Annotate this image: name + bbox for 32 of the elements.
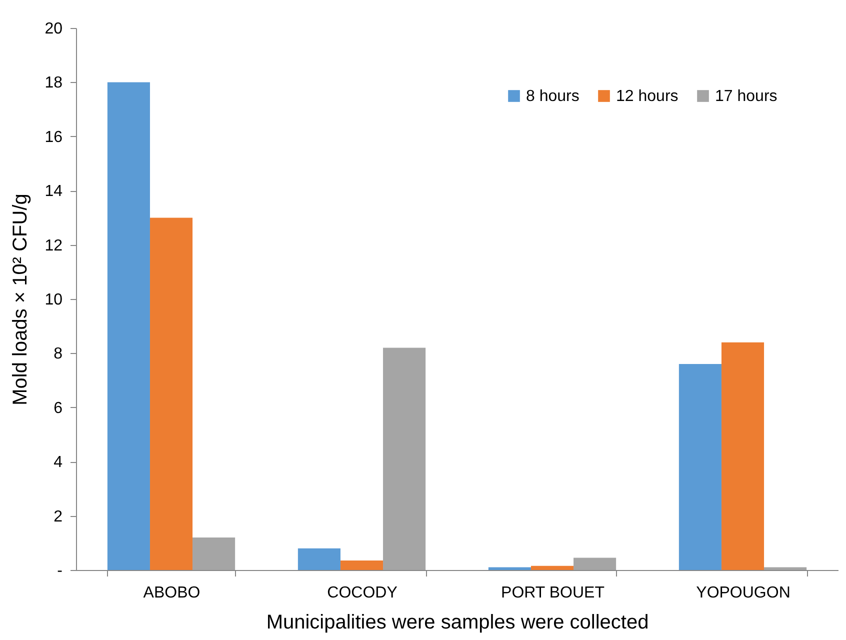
y-tick-label: 14 [44,183,63,200]
y-tick-label: 12 [44,237,63,254]
bar [530,566,574,570]
legend-label: 17 hours [715,88,778,105]
bar [488,567,531,570]
bar [192,537,236,570]
y-tick-label: 20 [44,20,63,38]
y-tick-label: 16 [44,128,63,146]
y-tick-label: 6 [54,400,63,417]
x-tick-label: ABOBO [143,584,200,602]
y-tick-label: 8 [54,346,63,363]
legend-label: 8 hours [526,88,580,105]
bar [107,82,150,570]
y-tick-label: 4 [54,454,63,472]
bar [298,548,340,570]
bar [383,348,426,570]
y-tick-label: 2 [54,508,63,526]
y-tick-label: 18 [44,74,63,92]
legend-label: 12 hours [616,88,678,105]
x-tick-label: YOPOUGON [696,584,790,602]
bar [150,218,193,570]
x-tick-label: COCODY [327,584,398,602]
bar [721,342,764,570]
y-tick-label: - [57,562,62,580]
bar [678,364,722,570]
y-axis-title: Mold loads × 10² CFU/g [10,194,32,406]
bar [574,558,616,570]
bar [764,567,807,570]
y-tick-label: 10 [44,292,63,308]
x-axis-title: Municipalities were samples were collected [266,612,649,634]
x-tick-label: PORT BOUET [501,584,605,602]
bar [340,560,384,570]
